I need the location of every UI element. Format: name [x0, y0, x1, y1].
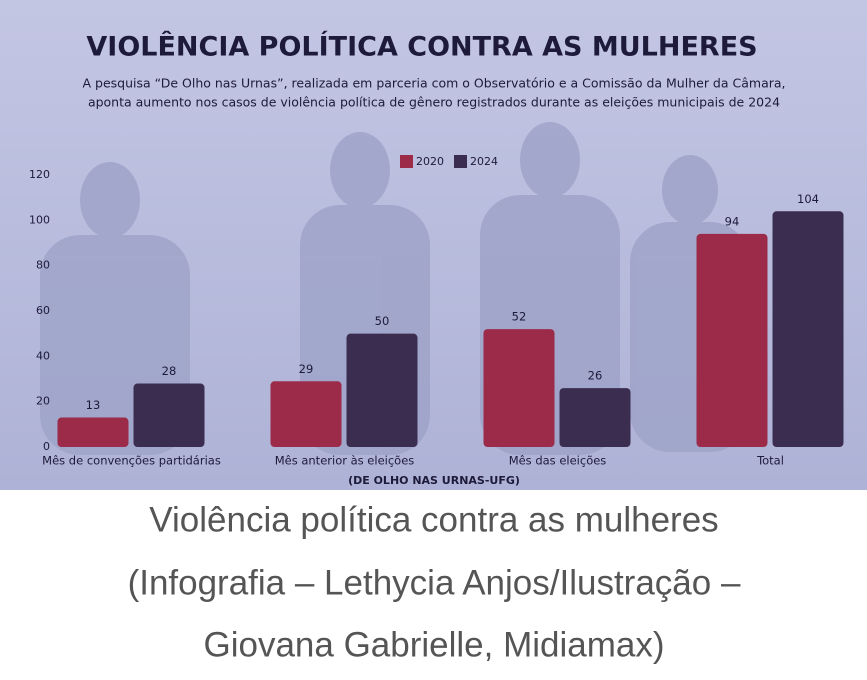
value-label: 94	[725, 214, 740, 228]
y-tick-label: 100	[29, 213, 50, 226]
x-tick-label: Mês de convenções partidárias	[42, 454, 221, 468]
y-tick-label: 40	[36, 349, 50, 362]
x-tick-label: Total	[756, 454, 784, 468]
legend-swatch	[454, 155, 467, 168]
caption: (Infografia – Lethycia Anjos/Ilustração …	[128, 563, 741, 602]
y-tick-label: 0	[43, 440, 50, 453]
subtitle: aponta aumento nos casos de violência po…	[88, 95, 780, 110]
subtitle: A pesquisa “De Olho nas Urnas”, realizad…	[83, 76, 786, 91]
caption: Giovana Gabrielle, Midiamax)	[203, 625, 664, 664]
y-tick-label: 20	[36, 395, 50, 408]
value-label: 26	[588, 369, 603, 383]
bar	[133, 383, 205, 447]
legend-label: 2024	[470, 155, 498, 168]
value-label: 13	[86, 398, 101, 412]
source: (DE OLHO NAS URNAS-UFG)	[348, 474, 520, 487]
bar	[57, 417, 129, 447]
bar	[696, 233, 768, 447]
y-tick-label: 60	[36, 304, 50, 317]
legend-swatch	[400, 155, 413, 168]
chart-title: VIOLÊNCIA POLÍTICA CONTRA AS MULHERES	[86, 31, 757, 63]
bar	[270, 381, 342, 447]
legend-label: 2020	[416, 155, 444, 168]
x-tick-label: Mês anterior às eleições	[275, 454, 415, 468]
y-tick-label: 80	[36, 259, 50, 272]
value-label: 104	[797, 192, 819, 206]
bar	[772, 211, 844, 447]
bar	[559, 388, 631, 447]
y-tick-label: 120	[29, 168, 50, 181]
value-label: 52	[512, 310, 527, 324]
value-label: 28	[162, 364, 177, 378]
caption: Violência política contra as mulheres	[149, 500, 718, 539]
value-label: 50	[375, 314, 390, 328]
bar	[346, 333, 418, 447]
bar	[483, 329, 555, 447]
x-tick-label: Mês das eleições	[509, 454, 607, 468]
value-label: 29	[299, 362, 314, 376]
